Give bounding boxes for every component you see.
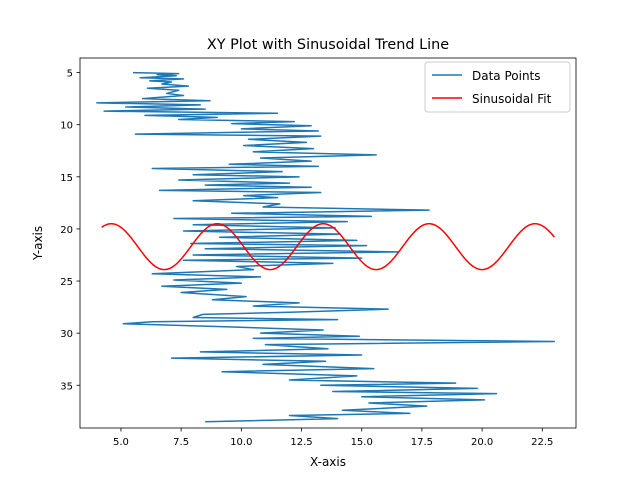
x-axis-label: X-axis xyxy=(310,455,346,469)
y-tick-label: 30 xyxy=(60,329,73,340)
x-tick-label: 7.5 xyxy=(173,437,189,448)
y-tick-label: 20 xyxy=(60,225,73,236)
legend-label-data-points: Data Points xyxy=(472,69,541,83)
x-tick-label: 5.0 xyxy=(113,437,129,448)
y-tick-label: 10 xyxy=(60,121,73,132)
series-line-data-points xyxy=(96,71,556,423)
plot-frame xyxy=(79,57,577,429)
plot-area xyxy=(79,57,577,429)
y-tick-label: 35 xyxy=(60,381,73,392)
y-axis-ticks: 5 10 15 20 25 30 35 xyxy=(60,69,80,392)
x-tick-label: 10.0 xyxy=(230,437,252,448)
chart-title: XY Plot with Sinusoidal Trend Line xyxy=(207,37,449,53)
y-tick-label: 25 xyxy=(60,277,73,288)
x-tick-label: 22.5 xyxy=(531,437,553,448)
legend-label-sinusoidal-fit: Sinusoidal Fit xyxy=(472,92,552,106)
y-tick-label: 15 xyxy=(60,173,73,184)
legend: Data Points Sinusoidal Fit xyxy=(424,61,571,113)
y-axis-label: Y-axis xyxy=(31,226,45,261)
x-tick-label: 12.5 xyxy=(290,437,312,448)
series-line-sinusoidal-fit xyxy=(101,222,555,271)
series-layer xyxy=(96,71,556,423)
x-tick-label: 17.5 xyxy=(411,437,433,448)
x-axis-ticks: 5.0 7.5 10.0 12.5 15.0 17.5 20.0 22.5 xyxy=(113,428,553,448)
y-tick-label: 5 xyxy=(67,69,73,80)
x-tick-label: 20.0 xyxy=(471,437,493,448)
x-tick-label: 15.0 xyxy=(351,437,373,448)
